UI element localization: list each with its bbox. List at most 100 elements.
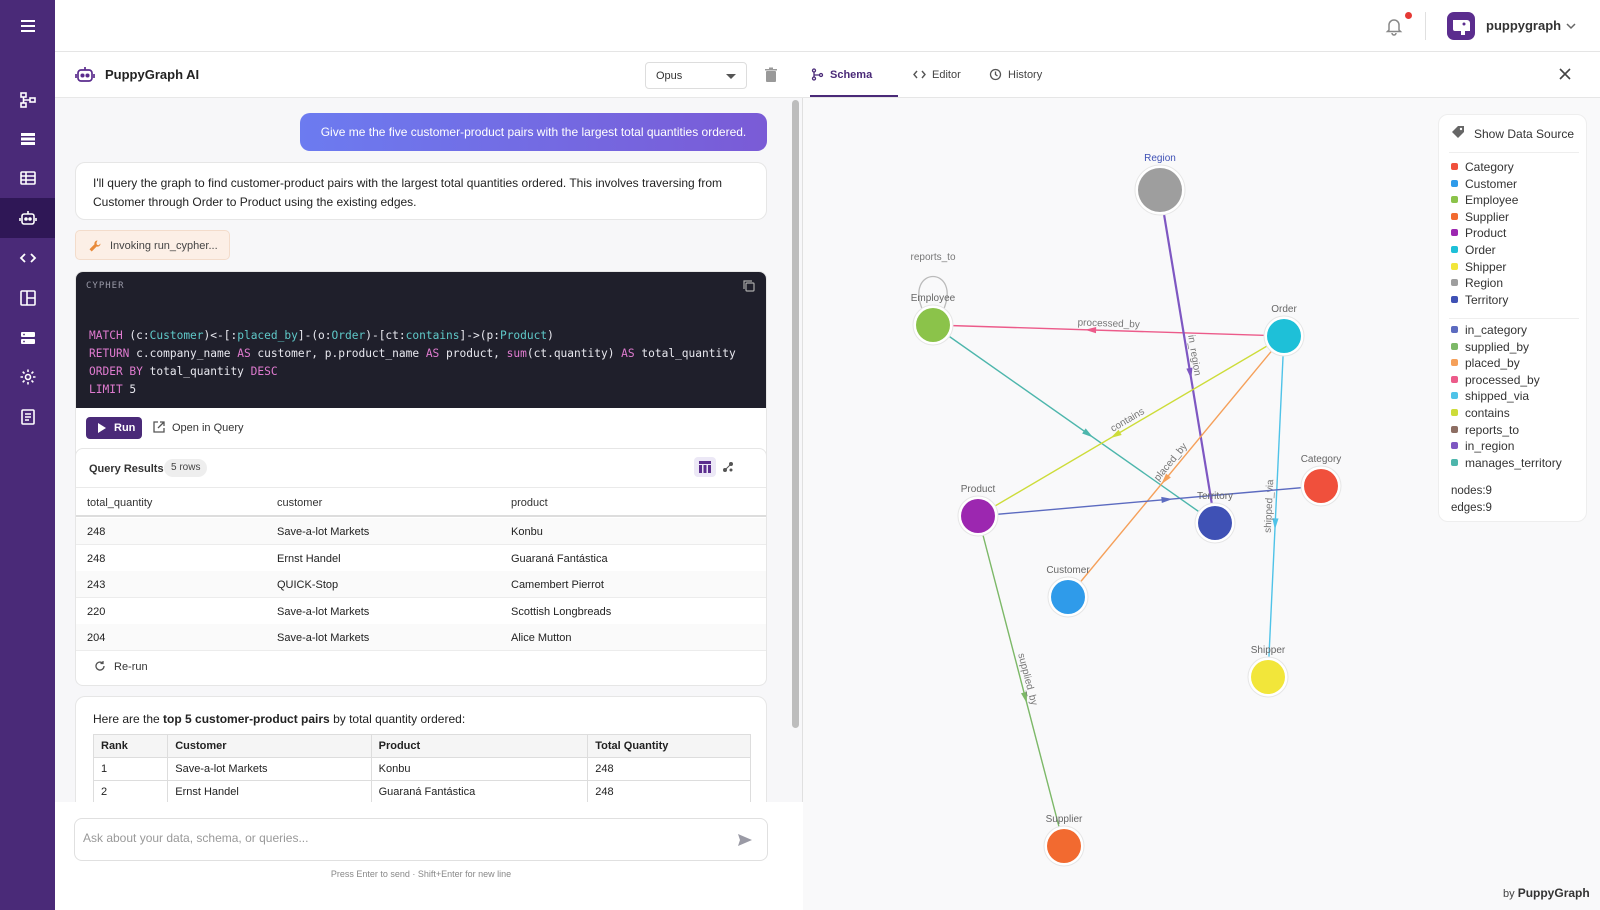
node-employee[interactable] — [916, 308, 950, 342]
table-cell: Alice Mutton — [511, 632, 572, 644]
edge-manages_territory[interactable] — [932, 324, 1216, 524]
legend-divider — [1449, 318, 1579, 319]
copy-icon[interactable] — [742, 279, 756, 293]
edge-label: processed_by — [1077, 318, 1140, 331]
legend-swatch — [1451, 392, 1458, 400]
tag-icon — [1452, 126, 1464, 138]
node-label: Region — [1144, 153, 1176, 164]
code-nav-icon[interactable] — [0, 238, 55, 278]
edge-placed_by[interactable] — [1067, 335, 1285, 598]
table-cell: Konbu — [511, 526, 543, 538]
table-row: 220 Save-a-lot Markets Scottish Longbreads — [76, 597, 766, 625]
graph-legend: Show Data Source Category Customer Employe… — [1438, 114, 1587, 522]
open-in-query-button[interactable]: Open in Query — [152, 418, 252, 438]
table-cell: Save-a-lot Markets — [277, 605, 370, 618]
legend-swatch — [1451, 163, 1458, 170]
table-nav-icon[interactable] — [0, 158, 55, 198]
table-row: 248 Ernst Handel Guaraná Fantástica — [76, 544, 766, 572]
edge-in_category[interactable] — [977, 485, 1322, 517]
chat-panel: PuppyGraph AI Opus Give me the five cust… — [55, 52, 803, 910]
table-icon — [699, 461, 711, 473]
code-block: CYPHER MATCH (c:Customer)<-[:placed_by]-… — [76, 272, 766, 408]
chevron-down-icon[interactable] — [1565, 20, 1577, 32]
node-shipper[interactable] — [1251, 660, 1285, 694]
puppygraph-logo-icon — [1447, 12, 1475, 40]
summary-table: Rank Customer Product Total Quantity 1 Save-… — [92, 734, 751, 804]
summary-cell: 1 — [92, 757, 169, 781]
notification-bell-icon[interactable] — [1384, 16, 1404, 36]
edge-in_region[interactable] — [1158, 189, 1217, 524]
node-territory[interactable] — [1198, 506, 1232, 540]
edge-arrow — [1110, 429, 1122, 439]
run-button-label: Run — [114, 422, 136, 434]
results-column-header: customer — [277, 497, 323, 509]
legend-label: processed_by — [1465, 372, 1540, 387]
left-sidebar — [0, 0, 55, 910]
node-supplier[interactable] — [1047, 829, 1081, 863]
rerun-button[interactable]: Re-run — [94, 659, 174, 677]
schema-nav-icon[interactable] — [0, 80, 55, 120]
summary-bold: top 5 customer-product pairs — [163, 712, 330, 726]
model-select[interactable]: Opus — [645, 62, 747, 89]
legend-swatch — [1451, 279, 1458, 287]
settings-nav-icon[interactable] — [0, 357, 55, 397]
edge-reports_to[interactable] — [918, 276, 948, 312]
edge-arrow — [1161, 496, 1173, 504]
edge-arrow — [1084, 327, 1097, 334]
edge-arrow — [1161, 473, 1171, 485]
menu-icon[interactable] — [0, 6, 55, 46]
logs-nav-icon[interactable] — [0, 397, 55, 437]
node-product[interactable] — [961, 499, 995, 533]
edge-processed_by[interactable] — [932, 324, 1285, 337]
legend-label: Customer — [1465, 176, 1518, 191]
play-icon — [98, 423, 106, 433]
node-region[interactable] — [1138, 168, 1182, 212]
edge-supplied_by[interactable] — [977, 515, 1065, 847]
tab-history-label: History — [1008, 69, 1043, 81]
trash-icon[interactable] — [762, 66, 780, 84]
legend-label: Shipper — [1465, 259, 1507, 274]
graph-view-icon[interactable] — [722, 461, 734, 473]
edge-label: shipped_via — [1263, 479, 1277, 533]
summary-header-row: Rank Customer Product Total Quantity — [92, 734, 751, 758]
node-label: Shipper — [1251, 645, 1286, 656]
server-nav-icon[interactable] — [0, 318, 55, 358]
chat-scrollbar[interactable] — [792, 100, 799, 728]
chat-title: PuppyGraph AI — [105, 67, 200, 82]
summary-row: 2 Ernst Handel Guaraná Fantástica 248 — [92, 780, 751, 804]
dashboard-nav-icon[interactable] — [0, 278, 55, 318]
tab-editor-label: Editor — [932, 69, 961, 81]
nodes-count: nodes:9 — [1451, 485, 1492, 497]
table-view-toggle[interactable] — [694, 457, 716, 477]
summary-column-header: Product — [370, 734, 589, 758]
results-column-header: total_quantity — [87, 497, 153, 509]
legend-swatch — [1451, 326, 1458, 333]
results-header-row: total_quantity customer product — [76, 487, 766, 517]
legend-label: placed_by — [1465, 356, 1520, 371]
tool-invocation-label: Invoking run_cypher... — [110, 240, 218, 252]
legend-label: shipped_via — [1465, 389, 1530, 404]
node-label: Product — [961, 484, 996, 495]
ai-nav-icon[interactable] — [0, 198, 55, 238]
edges-count: edges:9 — [1451, 502, 1492, 514]
data-nav-icon[interactable] — [0, 119, 55, 159]
run-button[interactable]: Run — [86, 417, 142, 439]
legend-label: Product — [1465, 226, 1507, 241]
summary-suffix: by total quantity ordered: — [329, 712, 466, 726]
footer-by: by — [1503, 888, 1515, 900]
chat-input[interactable] — [83, 831, 723, 845]
edge-contains[interactable] — [977, 335, 1285, 517]
send-icon[interactable] — [737, 832, 753, 848]
edge-shipped_via[interactable] — [1267, 335, 1285, 678]
code-icon — [913, 70, 926, 79]
close-icon[interactable] — [1558, 67, 1572, 81]
edge-arrow — [1082, 428, 1094, 438]
node-customer[interactable] — [1051, 580, 1085, 614]
node-category[interactable] — [1304, 469, 1338, 503]
legend-label: in_region — [1465, 439, 1515, 454]
legend-swatch — [1451, 246, 1458, 253]
user-name[interactable]: puppygraph — [1486, 18, 1562, 33]
node-order[interactable] — [1267, 319, 1301, 353]
table-cell: 220 — [87, 605, 106, 618]
schema-graph[interactable]: processed_byin_regioncontainsplaced_bysh… — [803, 98, 1600, 910]
